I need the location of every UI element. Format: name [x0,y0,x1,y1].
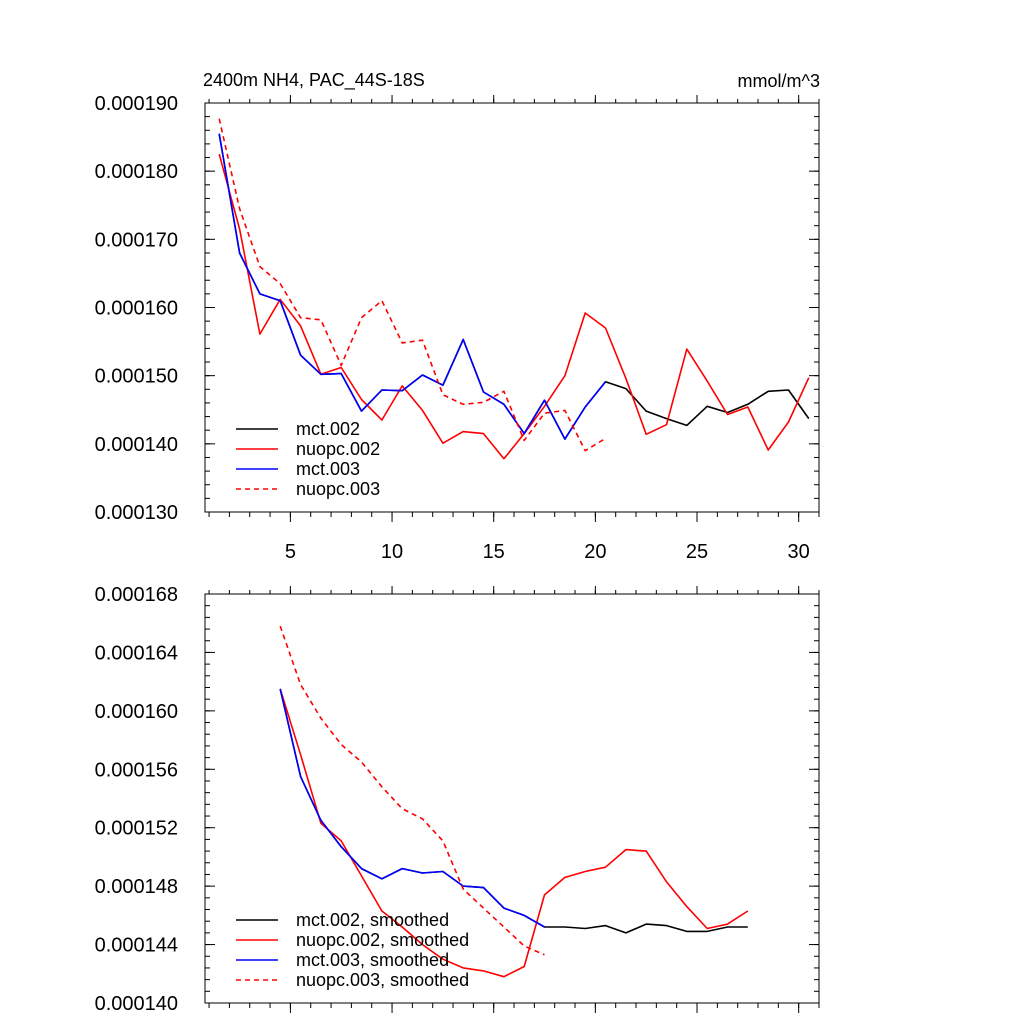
y-tick-label: 0.000156 [95,759,178,781]
x-tick-label: 15 [483,541,505,563]
y-tick-label: 0.000160 [95,298,178,320]
legend-label: mct.002 [296,419,360,439]
bottom-panel: 0.000140 0.000144 0.000148 0.000152 0.000156… [95,584,820,1015]
legend-label: nuopc.002, smoothed [296,930,469,950]
y-tick-label: 0.000130 [95,502,178,524]
series-line-3 [218,118,606,452]
y-tick-label: 0.000140 [95,434,178,456]
x-tick-label: 10 [381,541,403,563]
series-group-bottom [279,625,749,978]
legend-label: mct.003 [296,459,360,479]
series-line-1 [279,688,749,978]
y-tick-label: 0.000190 [95,93,178,115]
series-line-0 [218,133,810,440]
legend-label: nuopc.003, smoothed [296,970,469,990]
x-tick-label: 25 [686,541,708,563]
y-tick-label: 0.000152 [95,818,178,840]
y-tick-label: 0.000144 [95,935,178,957]
top-panel: 2400m NH4, PAC_44S-18S mmol/m^3 0.000130… [95,70,820,563]
y-tick-label: 0.000168 [95,584,178,606]
y-tick-label: 0.000150 [95,366,178,388]
y-tick-label: 0.000140 [95,993,178,1015]
chart-title: 2400m NH4, PAC_44S-18S [203,70,425,91]
legend-label: mct.003, smoothed [296,950,449,970]
ticks-group-top: 0.000130 0.000140 0.000150 0.000160 0.000170… [95,93,820,563]
y-tick-label: 0.000148 [95,876,178,898]
legend-label: nuopc.003 [296,479,380,499]
series-group-top [218,118,810,460]
y-tick-label: 0.000180 [95,161,178,183]
series-line-2 [279,688,545,928]
plot-frame-bottom [204,593,820,1004]
series-line-3 [279,625,545,956]
series-line-2 [218,133,607,440]
y-tick-label: 0.000170 [95,229,178,251]
legend-label: nuopc.002 [296,439,380,459]
ticks-group-bottom: 0.000140 0.000144 0.000148 0.000152 0.000156… [95,584,820,1015]
x-tick-label: 5 [285,541,296,563]
x-tick-label: 30 [788,541,810,563]
series-line-1 [218,153,810,460]
y-tick-label: 0.000164 [95,642,178,664]
units-label: mmol/m^3 [738,71,820,91]
legend-label: mct.002, smoothed [296,910,449,930]
y-tick-label: 0.000160 [95,701,178,723]
x-tick-label: 20 [584,541,606,563]
